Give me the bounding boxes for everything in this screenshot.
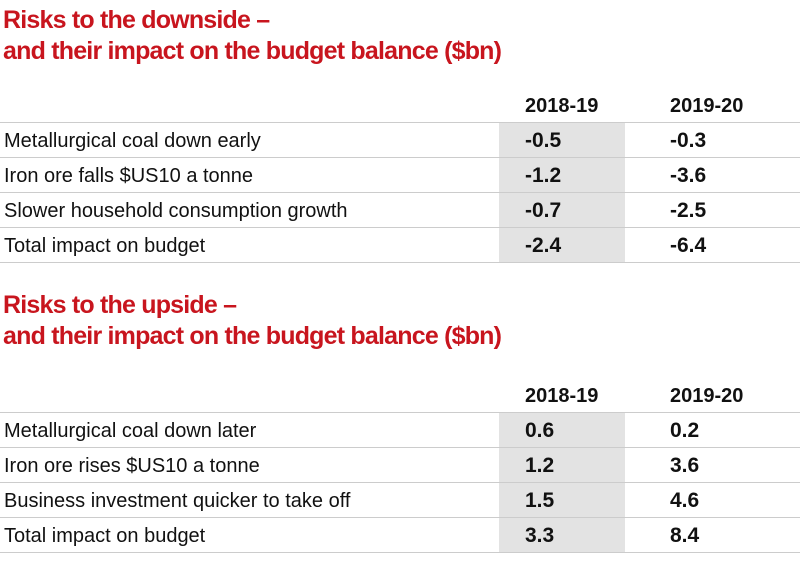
upside-header-row: 2018-19 2019-20 — [0, 380, 800, 413]
upside-title-line1: Risks to the upside – — [3, 291, 237, 319]
column-header-2018-19: 2018-19 — [525, 385, 599, 407]
downside-title: Risks to the downside – and their impact… — [3, 5, 502, 67]
row-label: Slower household consumption growth — [4, 200, 348, 222]
value-2019-20: 0.2 — [670, 419, 700, 442]
row-label: Metallurgical coal down early — [4, 130, 261, 152]
column-header-2019-20: 2019-20 — [670, 95, 744, 117]
row-label: Iron ore rises $US10 a tonne — [4, 455, 260, 477]
row-label: Total impact on budget — [4, 525, 206, 547]
header-spacer — [0, 380, 499, 412]
row-label: Business investment quicker to take off — [4, 490, 351, 512]
row-label: Total impact on budget — [4, 235, 206, 257]
value-2018-19: -2.4 — [499, 228, 625, 262]
column-header-2018-19: 2018-19 — [525, 95, 599, 117]
value-2019-20: 3.6 — [670, 454, 700, 477]
row-label: Iron ore falls $US10 a tonne — [4, 165, 254, 187]
value-2019-20: -2.5 — [670, 199, 707, 222]
downside-title-line1: Risks to the downside – — [3, 6, 270, 34]
value-2019-20: -3.6 — [670, 164, 707, 187]
table-row: Metallurgical coal down early -0.5 -0.3 — [0, 123, 800, 158]
upside-title: Risks to the upside – and their impact o… — [3, 290, 502, 352]
value-2018-19: 0.6 — [499, 413, 625, 447]
value-2018-19: -1.2 — [499, 158, 625, 192]
table-row: Iron ore falls $US10 a tonne -1.2 -3.6 — [0, 158, 800, 193]
value-2019-20: 4.6 — [670, 489, 700, 512]
value-2018-19: 3.3 — [499, 518, 625, 552]
downside-header-row: 2018-19 2019-20 — [0, 90, 800, 123]
value-2019-20: -0.3 — [670, 129, 707, 152]
value-2018-19: -0.7 — [499, 193, 625, 227]
column-header-2019-20: 2019-20 — [670, 385, 744, 407]
table-row-total: Total impact on budget -2.4 -6.4 — [0, 228, 800, 263]
upside-table: 2018-19 2019-20 Metallurgical coal down … — [0, 380, 800, 553]
value-2018-19: 1.5 — [499, 483, 625, 517]
value-2018-19: -0.5 — [499, 123, 625, 157]
value-2019-20: 8.4 — [670, 524, 700, 547]
downside-title-line2: and their impact on the budget balance (… — [3, 37, 502, 65]
table-row: Slower household consumption growth -0.7… — [0, 193, 800, 228]
value-2019-20: -6.4 — [670, 234, 707, 257]
value-2018-19: 1.2 — [499, 448, 625, 482]
upside-title-line2: and their impact on the budget balance (… — [3, 322, 502, 350]
table-row: Metallurgical coal down later 0.6 0.2 — [0, 413, 800, 448]
table-row: Business investment quicker to take off … — [0, 483, 800, 518]
header-spacer — [0, 90, 499, 122]
row-label: Metallurgical coal down later — [4, 420, 257, 442]
table-row: Iron ore rises $US10 a tonne 1.2 3.6 — [0, 448, 800, 483]
table-row-total: Total impact on budget 3.3 8.4 — [0, 518, 800, 553]
downside-table: 2018-19 2019-20 Metallurgical coal down … — [0, 90, 800, 263]
